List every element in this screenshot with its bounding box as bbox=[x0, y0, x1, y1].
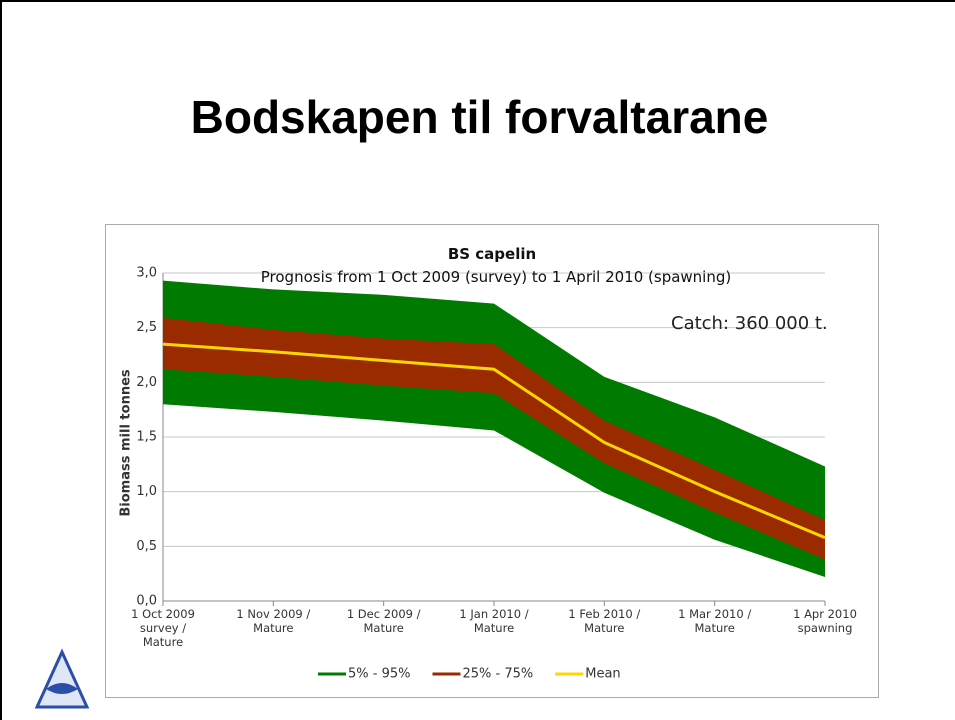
chart-subtitle: Prognosis from 1 Oct 2009 (survey) to 1 … bbox=[216, 267, 776, 287]
y-tick-label: 2,0 bbox=[136, 375, 157, 390]
x-tick-label: 1 Mar 2010 / Mature bbox=[665, 607, 765, 635]
x-tick-label: 1 Nov 2009 / Mature bbox=[223, 607, 323, 635]
legend-label: 25% - 75% bbox=[462, 667, 533, 682]
x-tick-label: 1 Feb 2010 / Mature bbox=[554, 607, 654, 635]
slide: Bodskapen til forvaltarane 0,00,51,01,52… bbox=[0, 0, 955, 720]
x-tick-label: 1 Jan 2010 / Mature bbox=[444, 607, 544, 635]
y-axis-label: Biomass mill tonnes bbox=[119, 369, 134, 517]
y-tick-label: 0,5 bbox=[136, 539, 157, 554]
chart-title: BS capelin bbox=[106, 245, 878, 263]
x-tick-label: 1 Apr 2010 spawning bbox=[775, 607, 875, 635]
y-tick-label: 2,5 bbox=[136, 320, 157, 335]
annotation: Catch: 360 000 t. bbox=[671, 313, 828, 334]
slide-title: Bodskapen til forvaltarane bbox=[2, 90, 955, 144]
x-tick-label: 1 Dec 2009 / Mature bbox=[334, 607, 434, 635]
legend-label: 5% - 95% bbox=[348, 667, 410, 682]
x-tick-label: 1 Oct 2009 survey / Mature bbox=[113, 607, 213, 649]
legend-label: Mean bbox=[585, 667, 620, 682]
y-tick-label: 1,5 bbox=[136, 430, 157, 445]
logo bbox=[32, 647, 112, 717]
y-tick-label: 1,0 bbox=[136, 484, 157, 499]
y-tick-label: 3,0 bbox=[136, 266, 157, 281]
